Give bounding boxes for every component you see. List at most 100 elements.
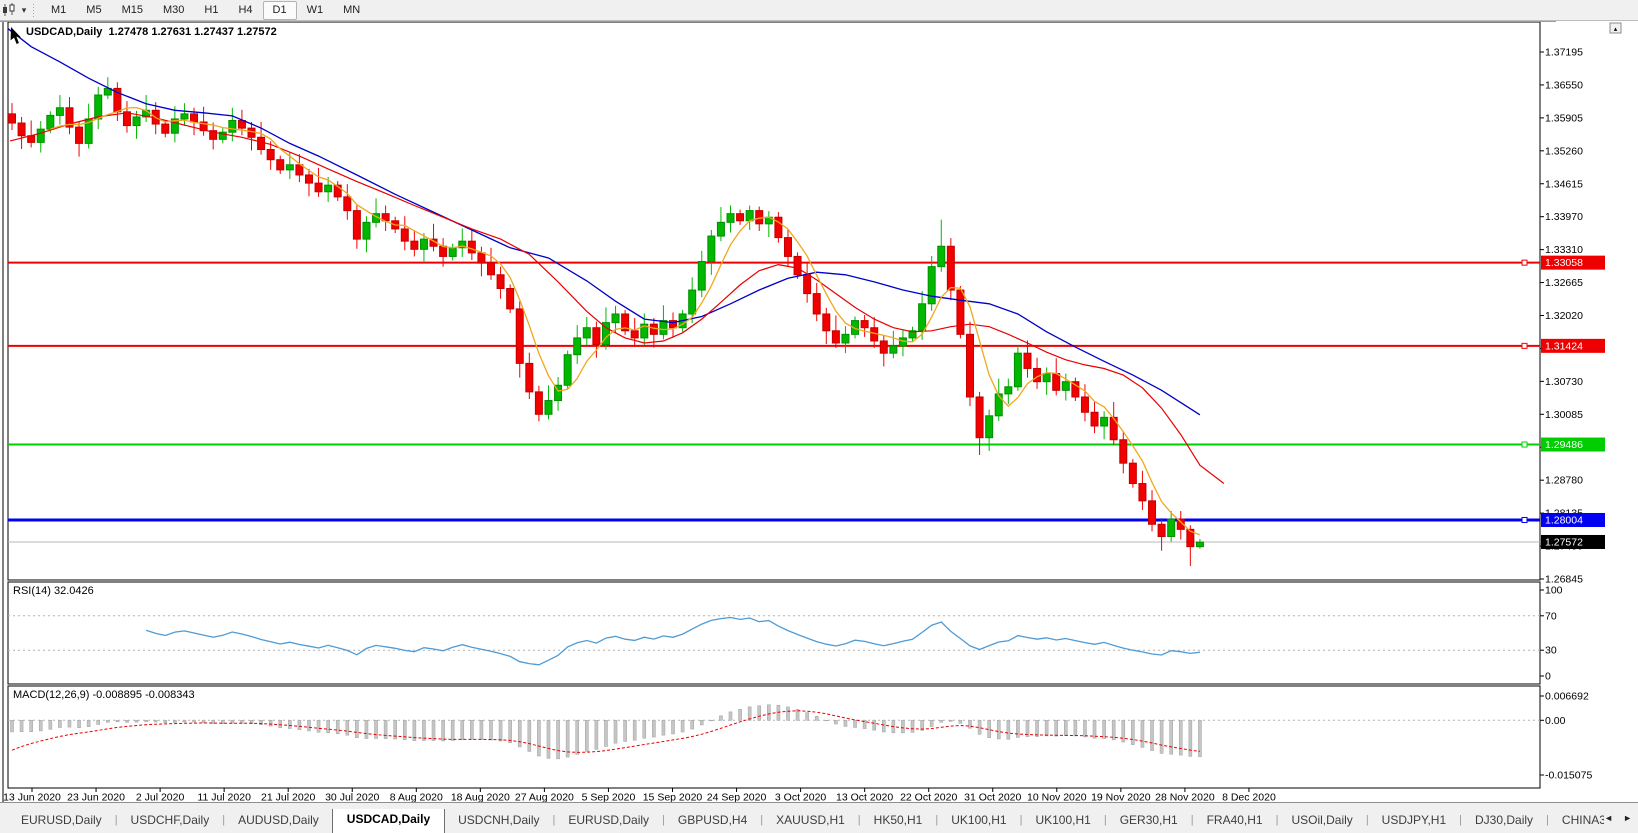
date-tick-label: 22 Oct 2020 (900, 792, 957, 804)
rsi-panel[interactable]: 100 70 30 0 (8, 585, 1563, 683)
price-tick-label: 1.35905 (1545, 112, 1583, 124)
svg-text:1.31424: 1.31424 (1545, 340, 1583, 352)
price-tick-label: 1.30085 (1545, 409, 1583, 421)
chart-title: USDCAD,Daily 1.27478 1.27631 1.27437 1.2… (26, 26, 277, 38)
ma-blue-line (7, 28, 1201, 416)
chart-tab-audusd-daily[interactable]: AUDUSD,Daily (238, 813, 319, 827)
tab-divider: | (857, 814, 861, 826)
chart-tab-xauusd-h1[interactable]: XAUUSD,H1 (776, 813, 845, 827)
date-tick-label: 28 Nov 2020 (1155, 792, 1215, 804)
svg-text:1.33058: 1.33058 (1545, 257, 1583, 269)
price-badge-1.33058: 1.33058 (1541, 255, 1605, 270)
price-tick-label: 1.30730 (1545, 376, 1583, 388)
macd-signal-line (11, 710, 1200, 753)
macd-tick-label: 0.006692 (1545, 691, 1589, 703)
chart-type-icon[interactable] (0, 2, 18, 18)
chart-tab-dj30-daily[interactable]: DJ30,Daily (1475, 813, 1534, 827)
chart-tab-hk50-h1[interactable]: HK50,H1 (873, 813, 923, 827)
macd-indicator-label: MACD(12,26,9) -0.008895 -0.008343 (13, 689, 195, 701)
chart-tab-uk100-h1[interactable]: UK100,H1 (1035, 813, 1091, 827)
chart-type-dropdown-caret-icon[interactable]: ▾ (21, 4, 27, 15)
date-tick-label: 11 Jul 2020 (197, 792, 251, 804)
chart-canvas[interactable]: ▴ 1.37195 1.36550 1.35905 1.35260 1.34615 1.33… (0, 0, 1638, 805)
timeframe-button-m5[interactable]: M5 (86, 4, 102, 16)
date-tick-label: 5 Sep 2020 (582, 792, 636, 804)
date-tick-label: 23 Jun 2020 (67, 792, 125, 804)
horizontal-line-1.31424[interactable] (8, 342, 1540, 349)
date-tick-label: 13 Jun 2020 (3, 792, 61, 804)
timeframe-toolbar: ▾ M1 M5 M15 M30 H1 H4 D1 W1 MN (0, 0, 1638, 21)
chart-tab-usdcad-daily[interactable]: USDCAD,Daily (331, 809, 446, 833)
chart-tab-eurusd-daily[interactable]: EURUSD,Daily (568, 813, 650, 827)
price-tick-label: 1.37195 (1545, 47, 1583, 59)
tab-scroll-left-button[interactable]: ◄ (1604, 813, 1614, 823)
date-tick-label: 31 Oct 2020 (964, 792, 1021, 804)
horizontal-line-1.33058[interactable] (8, 259, 1540, 266)
price-badge-1.31424: 1.31424 (1541, 338, 1605, 353)
date-tick-label: 13 Oct 2020 (836, 792, 893, 804)
date-tick-label: 15 Sep 2020 (643, 792, 703, 804)
date-tick-label: 30 Jul 2020 (325, 792, 379, 804)
rsi-tick-label: 70 (1545, 610, 1557, 622)
timeframe-button-h4[interactable]: H4 (238, 4, 253, 16)
timeframe-button-m15[interactable]: M15 (121, 4, 143, 16)
chart-tab-gbpusd-h4[interactable]: GBPUSD,H4 (677, 813, 748, 827)
price-tick-label: 1.34615 (1545, 178, 1583, 190)
timeframe-button-mn[interactable]: MN (343, 4, 361, 16)
chart-tabs: EURUSD,Daily | USDCHF,Daily | AUDUSD,Daily US… (8, 809, 1604, 833)
timeframe-button-m30[interactable]: M30 (162, 4, 185, 16)
toolbar-grip-handle[interactable] (32, 3, 36, 17)
svg-text:1.29486: 1.29486 (1545, 439, 1583, 451)
tab-divider: | (662, 814, 665, 826)
horizontal-line-1.29486[interactable] (8, 441, 1540, 448)
ma-orange-line (50, 106, 1201, 536)
chart-tab-bar: EURUSD,Daily | USDCHF,Daily | AUDUSD,Daily US… (0, 802, 1638, 833)
ma-red-line (9, 112, 1225, 484)
chart-tab-ger30-h1[interactable]: GER30,H1 (1119, 813, 1178, 827)
chart-tab-usdcnh-daily[interactable]: USDCNH,Daily (458, 813, 540, 827)
timeframe-button-d1[interactable]: D1 (262, 0, 297, 20)
tab-divider: | (1459, 814, 1463, 826)
chart-tab-china300-h1[interactable]: CHINA300,H1 (1561, 813, 1605, 827)
macd-histogram (10, 704, 1202, 760)
tab-divider: | (1546, 814, 1549, 826)
timeframe-button-h1[interactable]: H1 (204, 4, 219, 16)
price-axis[interactable]: 1.37195 1.36550 1.35905 1.35260 1.34615 1.339… (1540, 47, 1583, 586)
date-axis[interactable]: 13 Jun 2020 23 Jun 2020 2 Jul 2020 11 Jul 2… (3, 788, 1276, 804)
timeframe-button-m1[interactable]: M1 (51, 4, 67, 16)
rsi-tick-label: 0 (1545, 671, 1551, 683)
horizontal-line-1.28004[interactable] (8, 516, 1540, 523)
price-tick-label: 1.33310 (1545, 244, 1583, 256)
tab-divider: | (222, 814, 226, 826)
date-tick-label: 18 Aug 2020 (451, 792, 510, 804)
candlesticks (8, 77, 1204, 567)
tab-divider: | (114, 814, 118, 826)
rsi-tick-label: 100 (1545, 585, 1563, 597)
date-tick-label: 19 Nov 2020 (1091, 792, 1151, 804)
date-tick-label: 8 Aug 2020 (390, 792, 443, 804)
svg-text:▴: ▴ (1614, 26, 1618, 33)
tab-divider: | (760, 814, 764, 826)
tab-divider: | (1365, 814, 1369, 826)
tab-scroll-right-button[interactable]: ► (1623, 813, 1632, 823)
symbol-label: USDCAD,Daily (26, 26, 103, 38)
chart-tab-uk100-h1[interactable]: UK100,H1 (951, 813, 1007, 827)
chart-tab-usdchf-daily[interactable]: USDCHF,Daily (130, 813, 210, 827)
tab-divider: | (1103, 814, 1107, 826)
date-tick-label: 8 Dec 2020 (1222, 792, 1276, 804)
candlestick-chart-icon (2, 3, 14, 16)
date-tick-label: 27 Aug 2020 (515, 792, 574, 804)
price-tick-label: 1.28780 (1545, 475, 1583, 487)
macd-panel[interactable]: 0.006692 0.00 -0.015075 (8, 691, 1592, 782)
price-tick-label: 1.32020 (1545, 310, 1583, 322)
chart-scroll-button[interactable]: ▴ (1609, 22, 1622, 34)
tab-divider: | (1019, 814, 1023, 826)
date-tick-label: 21 Jul 2020 (261, 792, 315, 804)
chart-tab-fra40-h1[interactable]: FRA40,H1 (1206, 813, 1263, 827)
chart-tab-usoil-daily[interactable]: USOil,Daily (1291, 813, 1353, 827)
chart-tab-usdjpy-h1[interactable]: USDJPY,H1 (1381, 813, 1447, 827)
date-tick-label: 3 Oct 2020 (775, 792, 827, 804)
timeframe-button-w1[interactable]: W1 (306, 4, 324, 16)
chart-tab-eurusd-daily[interactable]: EURUSD,Daily (21, 813, 102, 827)
